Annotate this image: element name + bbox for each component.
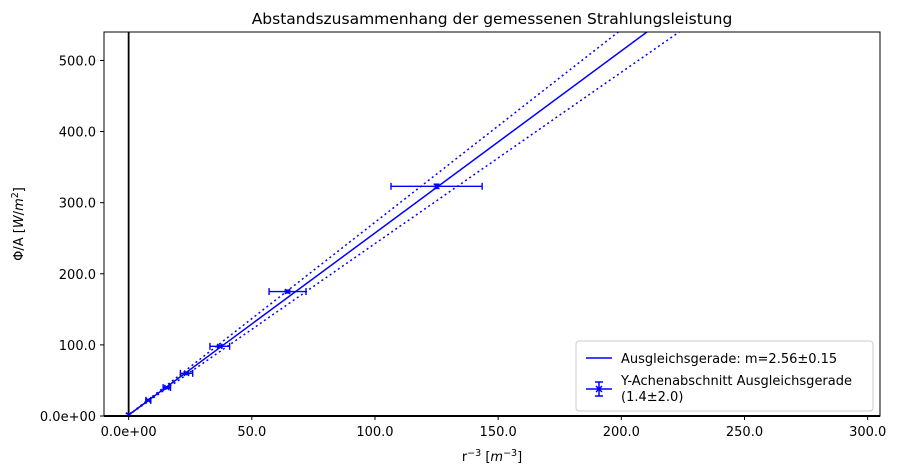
legend: Ausgleichsgerade: m=2.56±0.15 Y-Achenabs… <box>575 340 874 412</box>
x-tick-label: 50.0 <box>237 425 266 440</box>
x-tick-label: 0.0e+00 <box>101 425 157 440</box>
fit-line <box>128 32 649 416</box>
data-point-5 <box>209 342 231 350</box>
y-axis-label: Φ/A [W/m2] <box>10 187 27 261</box>
data-marker <box>145 397 152 404</box>
data-point-2 <box>145 396 152 404</box>
y-tick-label: 300.0 <box>59 197 96 212</box>
legend-fit-line-label: Ausgleichsgerade: m=2.56±0.15 <box>621 352 837 367</box>
x-tick-label: 100.0 <box>356 425 393 440</box>
axes: 0.0e+00 50.0 100.0 150.0 200.0 250.0 300.0 0.0e… <box>40 31 886 440</box>
data-marker <box>163 384 170 391</box>
data-marker <box>284 288 291 295</box>
x-axis-label: r−3 [m−3] <box>462 448 522 465</box>
y-tick-label: 100.0 <box>59 339 96 354</box>
legend-errorbar-swatch <box>586 381 612 397</box>
chart-title: Abstandszusammenhang der gemessenen Stra… <box>252 10 733 28</box>
confidence-line-2 <box>128 32 681 416</box>
legend-data-series-label: Y-Achenabschnitt Ausgleichsgerade <box>620 374 852 389</box>
data-point-4 <box>179 369 194 377</box>
data-point-7 <box>390 182 483 190</box>
y-tick-label: 200.0 <box>59 268 96 283</box>
y-tick-label: 400.0 <box>59 126 96 141</box>
data-point-6 <box>268 288 307 296</box>
x-tick-label: 150.0 <box>480 425 517 440</box>
plot-area <box>125 32 681 416</box>
y-tick-label: 0.0e+00 <box>40 410 96 425</box>
x-tick-label: 300.0 <box>849 425 886 440</box>
plot-clip-group <box>125 32 681 416</box>
legend-frame <box>575 340 874 412</box>
data-marker <box>216 343 223 350</box>
y-tick-label: 500.0 <box>59 54 96 69</box>
x-tick-label: 200.0 <box>603 425 640 440</box>
legend-data-series-label-line2: (1.4±2.0) <box>621 390 683 405</box>
data-point-3 <box>162 384 172 392</box>
x-tick-label: 250.0 <box>726 425 763 440</box>
data-marker <box>183 370 190 377</box>
data-marker <box>433 183 440 190</box>
confidence-line-1 <box>128 32 620 416</box>
